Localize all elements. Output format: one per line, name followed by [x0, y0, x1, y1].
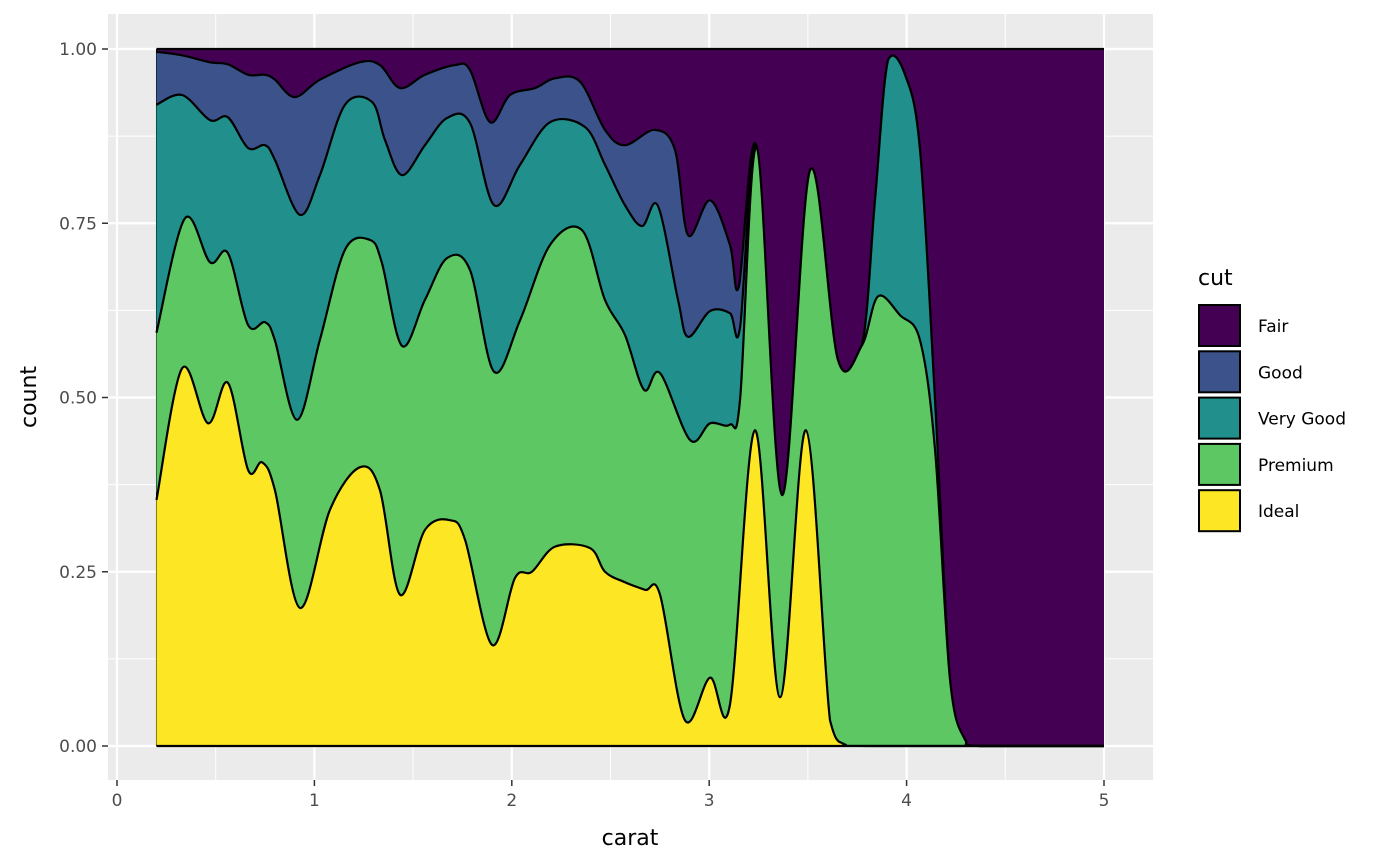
legend-label-ideal: Ideal — [1258, 502, 1299, 522]
y-tick-label: 0.50 — [59, 389, 97, 409]
x-tick-label: 0 — [112, 791, 123, 811]
x-tick-label: 5 — [1099, 791, 1110, 811]
y-tick-label: 0.00 — [59, 737, 97, 757]
density-areas — [155, 47, 1105, 748]
legend-label-premium: Premium — [1258, 456, 1334, 476]
x-tick-label: 2 — [506, 791, 517, 811]
legend-key-ideal — [1198, 489, 1241, 533]
y-tick-label: 1.00 — [59, 40, 97, 60]
outline-premium — [155, 146, 1104, 748]
legend-key-very-good — [1198, 396, 1241, 440]
outline-very-good — [155, 54, 1104, 748]
legend: cut Fair Good Very Good Premium Ideal — [1198, 266, 1346, 533]
legend-label-very-good: Very Good — [1258, 410, 1346, 430]
legend-key-fair — [1198, 304, 1241, 347]
y-tick-label: 0.25 — [59, 563, 97, 583]
legend-label-fair: Fair — [1258, 317, 1288, 337]
outline-ideal — [155, 365, 1104, 748]
legend-label-good: Good — [1258, 363, 1303, 383]
y-axis-title: count — [17, 366, 42, 428]
y-axis-ticks: 0.00 0.25 0.50 0.75 1.00 — [59, 40, 108, 757]
x-tick-label: 4 — [901, 791, 912, 811]
x-tick-label: 3 — [704, 791, 715, 811]
x-axis-ticks: 0 1 2 3 4 5 — [112, 780, 1110, 811]
x-axis-title: carat — [602, 826, 659, 851]
y-tick-label: 0.75 — [59, 214, 97, 234]
area-ideal — [156, 366, 1105, 746]
legend-key-premium — [1198, 442, 1241, 486]
legend-key-good — [1198, 350, 1241, 394]
legend-title: cut — [1198, 266, 1233, 291]
x-tick-label: 1 — [309, 791, 320, 811]
